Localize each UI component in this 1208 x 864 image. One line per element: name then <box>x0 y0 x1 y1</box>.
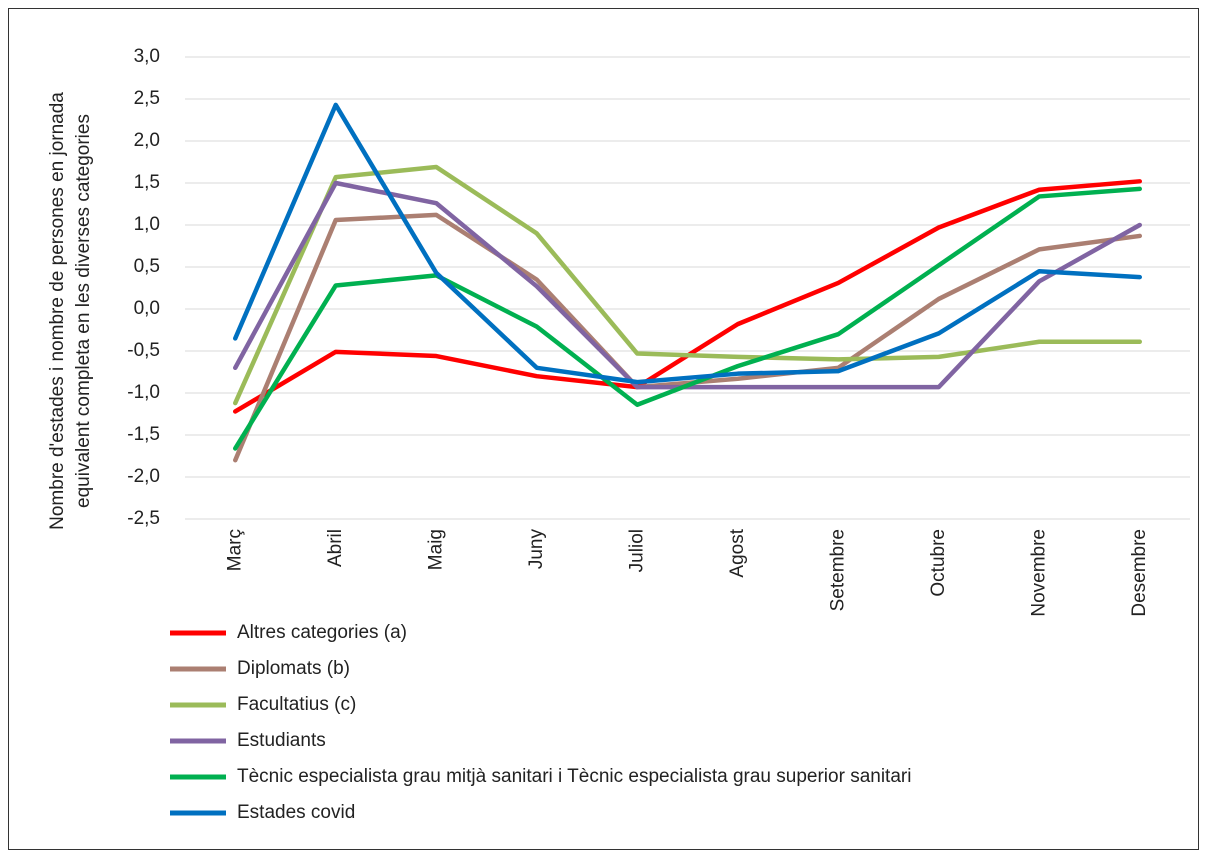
x-tick-label: Desembre <box>1129 529 1150 617</box>
y-tick-label: 1,5 <box>134 172 160 193</box>
x-tick-label: Maig <box>425 529 446 570</box>
legend-entry: Estudiants <box>170 730 326 751</box>
x-tick-label: Agost <box>727 528 748 577</box>
legend-entry: Tècnic especialista grau mitjà sanitari … <box>170 766 911 787</box>
x-tick-label: Abril <box>325 529 346 567</box>
y-tick-label: -1,0 <box>127 382 160 403</box>
x-tick-label: Octubre <box>928 529 949 597</box>
chart-frame <box>8 8 1199 850</box>
legend-label: Tècnic especialista grau mitjà sanitari … <box>237 766 911 787</box>
legend-label: Facultatius (c) <box>237 694 356 715</box>
legend-entry: Diplomats (b) <box>170 658 350 679</box>
y-tick-label: -2,0 <box>127 466 160 487</box>
legend-label: Altres categories (a) <box>237 622 407 643</box>
y-axis-title-line: equivalent completa en les diverses cate… <box>73 114 94 508</box>
legend-label: Estades covid <box>237 802 355 823</box>
y-axis-title: Nombre d'estades i nombre de persones en… <box>47 92 94 530</box>
legend-entry: Estades covid <box>170 802 355 823</box>
series-line <box>233 212 1142 463</box>
legend-entry: Facultatius (c) <box>170 694 356 715</box>
x-tick-label: Juny <box>526 529 547 570</box>
x-tick-label: Setembre <box>827 529 848 611</box>
y-tick-label: -1,5 <box>127 424 160 445</box>
y-tick-label: -0,5 <box>127 340 160 361</box>
legend-label: Diplomats (b) <box>237 658 350 679</box>
y-tick-label: 3,0 <box>134 46 160 67</box>
y-tick-label: 0,5 <box>134 256 160 277</box>
y-tick-label: 1,0 <box>134 214 160 235</box>
y-axis-title-line: Nombre d'estades i nombre de persones en… <box>47 92 68 530</box>
series-line <box>233 186 1142 451</box>
legend-label: Estudiants <box>237 730 326 751</box>
y-tick-label: 2,5 <box>134 88 160 109</box>
y-tick-label: 0,0 <box>134 298 160 319</box>
legend-entry: Altres categories (a) <box>170 622 407 643</box>
x-tick-label: Juliol <box>626 529 647 572</box>
x-tick-label: Març <box>224 529 245 571</box>
x-tick-label: Novembre <box>1028 529 1049 617</box>
y-tick-label: 2,0 <box>134 130 160 151</box>
series-line <box>233 102 1142 385</box>
y-tick-label: -2,5 <box>127 508 160 529</box>
series-line <box>233 164 1142 406</box>
